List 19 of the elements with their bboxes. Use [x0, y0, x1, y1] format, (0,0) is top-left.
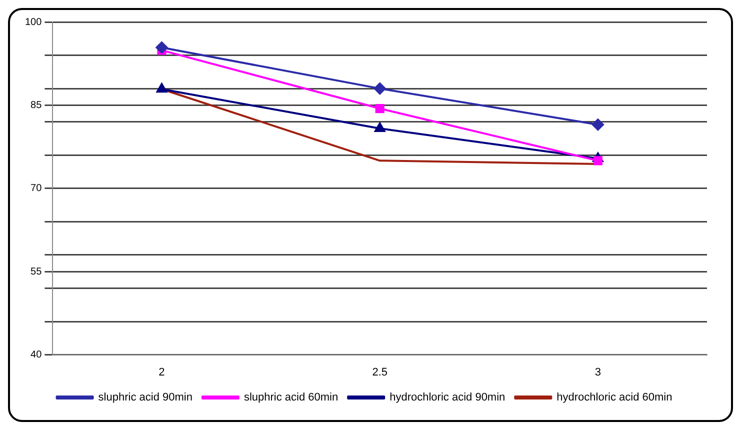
- legend-label: hydrochloric acid 60min: [556, 392, 672, 404]
- point: [156, 42, 168, 54]
- legend-label: hydrochloric acid 90min: [390, 392, 506, 404]
- x-tick-label: 2: [158, 366, 165, 378]
- y-tick-label: 85: [30, 100, 42, 111]
- y-tick-label: 40: [30, 350, 42, 361]
- point: [592, 118, 604, 131]
- y-tick-label: 55: [30, 266, 42, 278]
- point: [375, 104, 384, 114]
- y-tick-label: 100: [24, 16, 42, 28]
- x-tick-label: 3: [594, 366, 602, 378]
- point: [374, 122, 386, 132]
- point: [156, 83, 168, 93]
- x-tick-label: 2.5: [372, 366, 388, 378]
- point: [593, 156, 602, 166]
- legend-label: sluphric acid 60min: [244, 392, 338, 404]
- legend-label: sluphric acid 90min: [98, 392, 192, 404]
- y-tick-label: 70: [30, 183, 42, 194]
- point: [374, 82, 386, 95]
